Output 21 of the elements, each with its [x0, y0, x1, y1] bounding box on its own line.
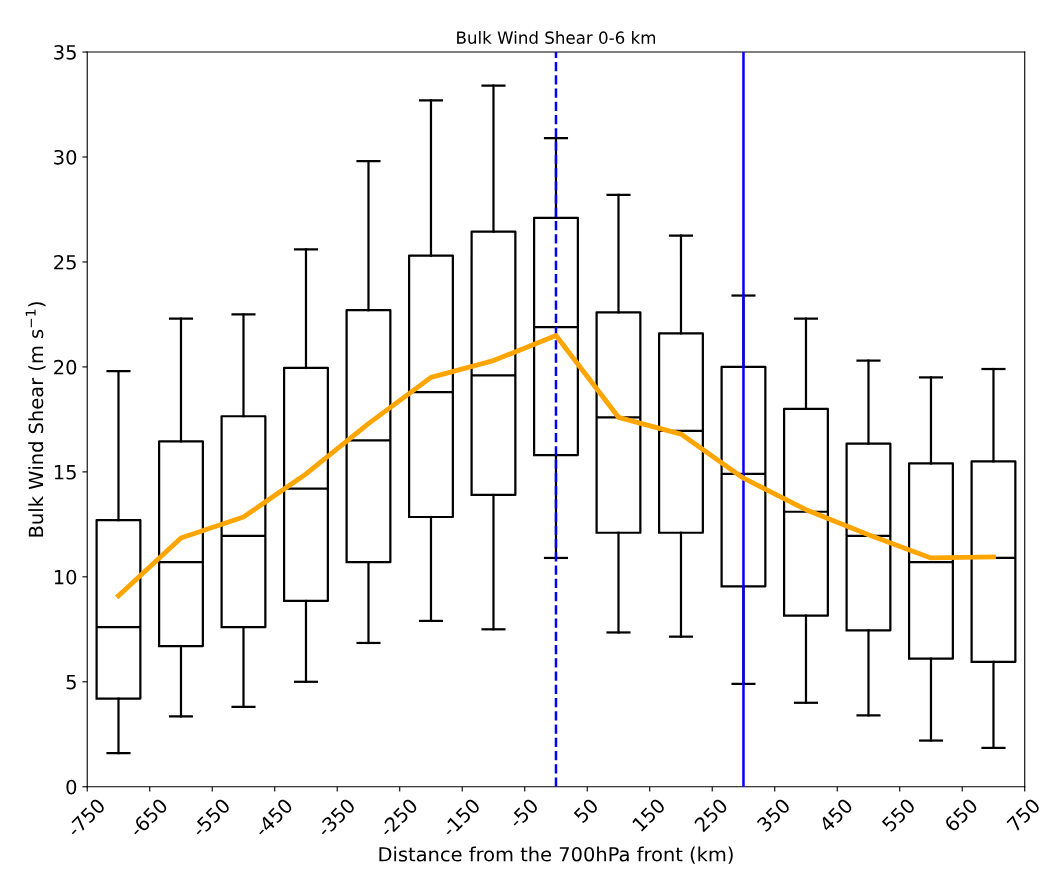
y-tick-label: 20 [54, 359, 77, 375]
y-tick-label: 0 [66, 779, 77, 795]
x-axis-title: Distance from the 700hPa front (km) [379, 846, 733, 864]
line-series [116, 332, 996, 599]
y-axis-title: Bulk Wind Shear (m s$^{−1}$) [25, 302, 46, 537]
x-tick-label: 450 [818, 797, 854, 833]
x-tick-label: 550 [881, 797, 916, 833]
x-tick-label: 250 [693, 797, 729, 833]
x-tick-label: -50 [507, 797, 540, 829]
x-tick-label: 650 [943, 797, 979, 833]
chart-title: Bulk Wind Shear 0-6 km [457, 31, 656, 44]
y-tick-label: 30 [54, 149, 77, 165]
x-tick-label: 350 [756, 797, 791, 833]
x-tick-label: 50 [573, 797, 600, 824]
x-tick-label: 750 [1006, 797, 1041, 833]
y-tick-label: 5 [66, 675, 76, 690]
y-tick-label: 15 [54, 465, 76, 480]
x-tick-label: 150 [631, 797, 666, 832]
y-tick-label: 25 [54, 254, 76, 270]
y-tick-label: 10 [54, 569, 77, 585]
y-tick-label: 35 [54, 44, 76, 60]
